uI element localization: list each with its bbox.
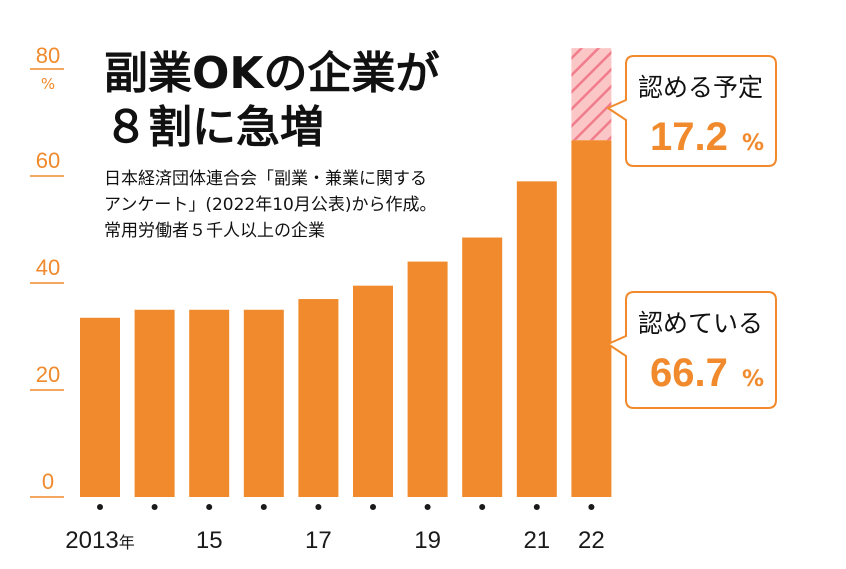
bars (80, 48, 612, 497)
x-tick-label: 21 (523, 527, 550, 554)
bar-planned (571, 48, 612, 141)
callout-current: 認めている 66.7 % (605, 291, 777, 409)
x-tick-label: 15 (196, 527, 223, 554)
x-tick-dot (151, 504, 158, 510)
x-tick-dot (479, 504, 486, 510)
bar-current (407, 261, 448, 497)
bar-current (134, 309, 175, 497)
callout-planned-unit: % (742, 131, 764, 156)
bar-current (189, 309, 230, 497)
bar-current (298, 299, 339, 497)
x-tick-label: 19 (414, 527, 441, 554)
callout-planned: 認める予定 17.2 % (605, 55, 777, 167)
callout-current-label: 認めている (638, 309, 763, 338)
source-note-line3: 常用労働者５千人以上の企業 (104, 221, 325, 241)
x-tick-dot (588, 504, 595, 510)
x-tick-dot (315, 504, 322, 510)
y-tick-label: 20 (36, 362, 60, 387)
bar-current (462, 237, 503, 497)
callout-current-value: 66.7 (650, 351, 728, 395)
x-tick-label: 2013年 (65, 527, 134, 554)
source-note-line2: アンケート」(2022年10月公表)から作成。 (104, 195, 436, 215)
x-tick-dot (424, 504, 431, 510)
callout-current-bubble (605, 291, 777, 409)
bar-current (80, 317, 120, 497)
callout-planned-value: 17.2 (650, 115, 728, 159)
bar-current (243, 309, 284, 497)
y-tick-label: 60 (36, 148, 60, 173)
x-tick-dot (533, 504, 540, 510)
bar-current (353, 285, 393, 497)
y-unit-label: % (41, 75, 55, 93)
x-axis: 2013年 15 17 19 21 22 (65, 504, 605, 554)
x-tick-dot (260, 504, 267, 510)
x-tick-label: 22 (578, 527, 605, 554)
bar-current (516, 181, 557, 497)
x-tick-dot (370, 504, 376, 510)
callout-planned-label: 認める予定 (638, 73, 763, 102)
y-tick-label: 0 (42, 469, 54, 494)
y-tick-label: 40 (36, 255, 60, 280)
x-year-suffix: 年 (119, 533, 135, 552)
chart-title-line1: 副業OKの企業が (104, 48, 440, 99)
callout-current-unit: % (742, 367, 764, 392)
source-note-line1: 日本経済団体連合会「副業・兼業に関する (104, 169, 427, 189)
y-tick-label: 80 (36, 43, 60, 68)
y-axis: 0 20 40 60 80% (30, 43, 64, 498)
x-tick-dot (206, 504, 213, 510)
bar-current (571, 140, 612, 497)
chart-title-line2: ８割に急増 (104, 102, 324, 153)
callout-planned-bubble (605, 55, 777, 167)
x-tick-label: 17 (305, 527, 332, 554)
x-tick-dot (97, 504, 103, 510)
